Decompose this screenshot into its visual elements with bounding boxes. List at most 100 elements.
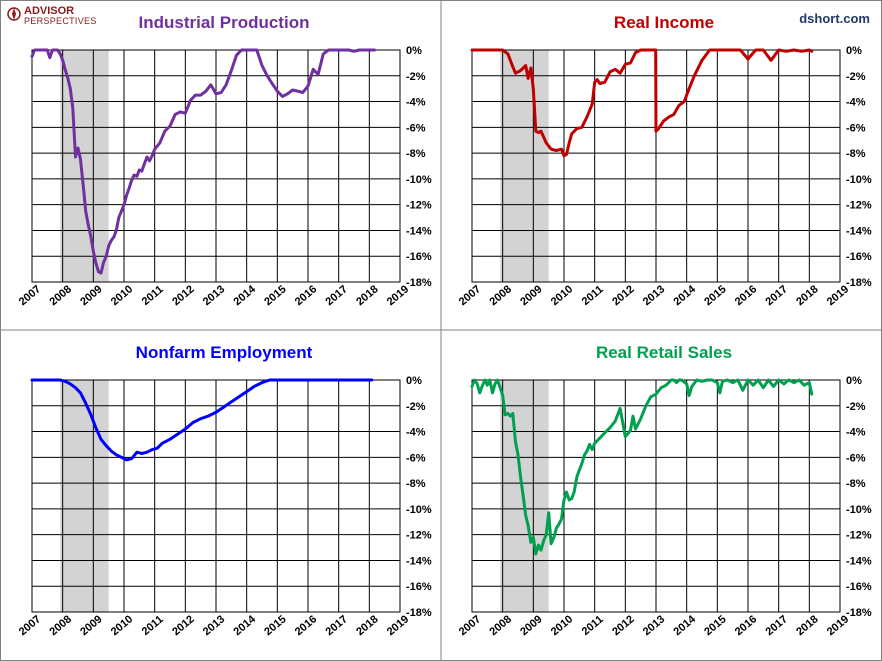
- x-tick-label: 2014: [672, 283, 699, 308]
- recession-band: [60, 50, 109, 282]
- y-tick-label: 0%: [406, 45, 422, 57]
- panel-industrial-production: Industrial Production 0% -2% -4% -6% -8% -10%…: [17, 13, 432, 308]
- x-tick-label: 2013: [641, 283, 667, 308]
- panel-real-income: Real Income 0% -2% -4% -6% -8% -10% -12% -14% -1…: [457, 13, 872, 308]
- series-line: [470, 378, 814, 556]
- y-tick-label: -2%: [846, 71, 866, 83]
- y-tick-label: -12%: [846, 530, 872, 542]
- x-tick-label: 2013: [641, 613, 667, 638]
- x-tick-label: 2012: [170, 613, 196, 638]
- x-tick-label: 2014: [232, 613, 259, 638]
- x-tick-label: 2017: [324, 613, 350, 638]
- x-tick-label: 2011: [140, 283, 166, 308]
- y-tick-label: -4%: [846, 97, 866, 109]
- x-tick-label: 2009: [518, 613, 544, 638]
- chart-title: Nonfarm Employment: [136, 343, 313, 362]
- x-tick-label: 2016: [293, 613, 319, 638]
- x-tick-label: 2016: [733, 283, 759, 308]
- x-tick-label: 2011: [140, 613, 166, 638]
- y-tick-label: -18%: [406, 607, 432, 619]
- x-tick-label: 2010: [549, 613, 575, 638]
- x-tick-label: 2018: [794, 283, 820, 308]
- x-tick-label: 2018: [794, 613, 820, 638]
- y-tick-label: -2%: [846, 401, 866, 413]
- series-line: [30, 48, 376, 275]
- chart-title: Real Income: [614, 13, 714, 32]
- y-tick-label: -12%: [406, 200, 432, 212]
- x-tick-label: 2008: [48, 283, 74, 308]
- logo-line1: ADVISOR: [24, 5, 74, 17]
- x-tick-label: 2010: [109, 283, 135, 308]
- y-tick-label: -6%: [846, 122, 866, 134]
- y-tick-label: -6%: [406, 122, 426, 134]
- x-tick-label: 2008: [488, 283, 514, 308]
- x-tick-label: 2012: [610, 283, 636, 308]
- y-tick-label: -16%: [406, 581, 432, 593]
- y-tick-label: -14%: [406, 555, 432, 567]
- x-tick-label: 2011: [580, 283, 606, 308]
- x-tick-label: 2008: [48, 613, 74, 638]
- recession-band: [500, 50, 549, 282]
- x-tick-label: 2009: [78, 613, 104, 638]
- x-tick-label: 2015: [262, 613, 288, 638]
- y-tick-label: -8%: [846, 478, 866, 490]
- y-tick-label: -18%: [846, 277, 872, 289]
- x-tick-label: 2007: [457, 613, 483, 638]
- credit-text: dshort.com: [799, 11, 870, 26]
- y-tick-label: -8%: [406, 148, 426, 160]
- x-tick-label: 2018: [354, 283, 380, 308]
- x-tick-label: 2011: [580, 613, 606, 638]
- y-tick-label: 0%: [846, 45, 862, 57]
- y-tick-label: -12%: [406, 530, 432, 542]
- x-tick-label: 2015: [262, 283, 288, 308]
- y-tick-label: -18%: [846, 607, 872, 619]
- x-tick-label: 2018: [354, 613, 380, 638]
- logo-line2: PERSPECTIVES: [24, 16, 97, 26]
- chart-title: Real Retail Sales: [596, 343, 732, 362]
- y-tick-label: 0%: [406, 375, 422, 387]
- x-tick-label: 2016: [733, 613, 759, 638]
- y-tick-label: -4%: [846, 427, 866, 439]
- y-tick-label: -6%: [846, 452, 866, 464]
- y-tick-label: -10%: [846, 174, 872, 186]
- chart-title: Industrial Production: [139, 13, 310, 32]
- x-tick-label: 2009: [518, 283, 544, 308]
- y-tick-label: -18%: [406, 277, 432, 289]
- y-tick-label: -8%: [846, 148, 866, 160]
- x-tick-label: 2013: [201, 613, 227, 638]
- x-tick-label: 2015: [702, 613, 728, 638]
- x-tick-label: 2014: [672, 613, 699, 638]
- plot-frame: [31, 379, 401, 613]
- x-tick-label: 2007: [457, 283, 483, 308]
- y-tick-label: -14%: [846, 555, 872, 567]
- x-tick-label: 2014: [232, 283, 259, 308]
- logo-compass-needle-icon: [12, 8, 16, 20]
- x-tick-label: 2012: [170, 283, 196, 308]
- plot-frame: [471, 379, 841, 613]
- y-tick-label: -10%: [406, 504, 432, 516]
- y-tick-label: -4%: [406, 427, 426, 439]
- x-tick-label: 2007: [17, 283, 43, 308]
- y-tick-label: -16%: [846, 251, 872, 263]
- y-tick-label: -16%: [406, 251, 432, 263]
- x-tick-label: 2017: [764, 283, 790, 308]
- recession-band: [60, 380, 109, 612]
- x-tick-label: 2016: [293, 283, 319, 308]
- y-tick-label: -10%: [406, 174, 432, 186]
- y-tick-label: -16%: [846, 581, 872, 593]
- x-tick-label: 2007: [17, 613, 43, 638]
- x-tick-label: 2017: [764, 613, 790, 638]
- x-tick-label: 2012: [610, 613, 636, 638]
- y-tick-label: -4%: [406, 97, 426, 109]
- plot-frame: [31, 49, 401, 283]
- x-tick-label: 2010: [549, 283, 575, 308]
- y-tick-label: -12%: [846, 200, 872, 212]
- x-tick-label: 2017: [324, 283, 350, 308]
- x-tick-label: 2015: [702, 283, 728, 308]
- y-tick-label: -2%: [406, 401, 426, 413]
- y-tick-label: -14%: [846, 225, 872, 237]
- panel-nonfarm-employment: Nonfarm Employment 0% -2% -4% -6% -8% -10% -12…: [17, 343, 432, 638]
- y-tick-label: -6%: [406, 452, 426, 464]
- y-tick-label: -14%: [406, 225, 432, 237]
